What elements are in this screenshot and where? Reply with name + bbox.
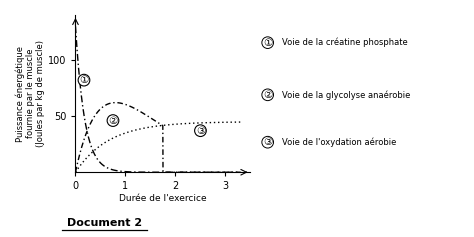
X-axis label: Durée de l'exercice: Durée de l'exercice <box>119 194 207 203</box>
Text: Voie de la créatine phosphate: Voie de la créatine phosphate <box>282 38 408 47</box>
Text: Voie de la glycolyse anaérobie: Voie de la glycolyse anaérobie <box>282 90 410 100</box>
Text: ③: ③ <box>263 137 273 147</box>
Text: ③: ③ <box>196 126 205 136</box>
Text: ②: ② <box>263 90 273 100</box>
Text: ①: ① <box>79 75 89 85</box>
Text: Document 2: Document 2 <box>67 218 142 228</box>
Text: Voie de l'oxydation aérobie: Voie de l'oxydation aérobie <box>282 137 396 147</box>
Text: ②: ② <box>109 116 118 126</box>
Text: ①: ① <box>263 38 273 48</box>
Y-axis label: Puissance énergétique
fournie par le muscle
(Joules par kg de muscle): Puissance énergétique fournie par le mus… <box>15 40 46 147</box>
